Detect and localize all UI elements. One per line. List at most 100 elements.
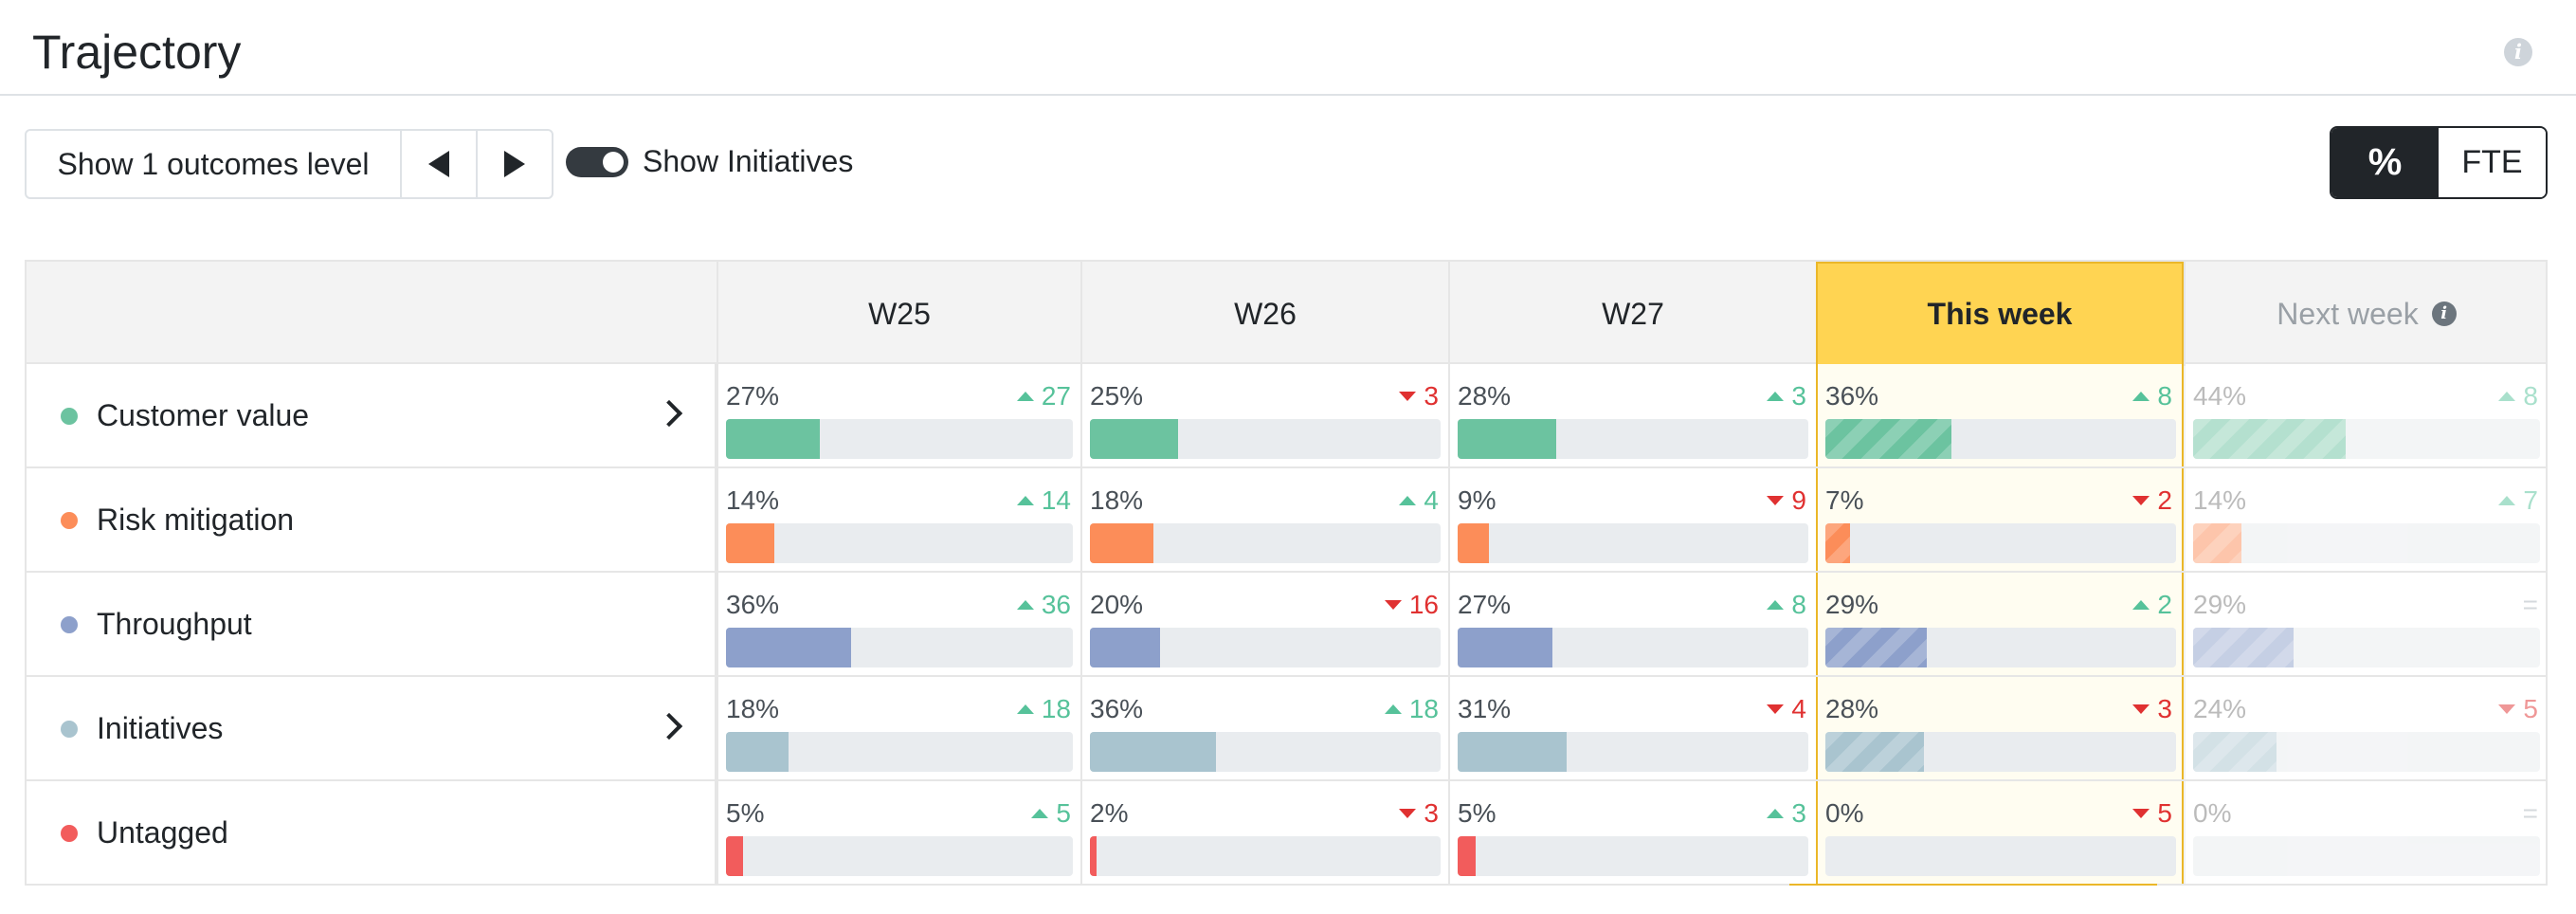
change-value: 16 xyxy=(1408,590,1439,619)
share-bar-fill xyxy=(726,628,851,667)
change-value: 2 xyxy=(2157,485,2172,515)
unit-switcher: % FTE xyxy=(2330,126,2548,199)
change-value: 3 xyxy=(1424,798,1439,828)
trend-down-icon xyxy=(1767,496,1785,505)
cell-next-week: 44% 8 xyxy=(2184,364,2548,466)
change-value: 18 xyxy=(1408,694,1439,723)
category-color-dot xyxy=(61,616,78,633)
share-percent: 18% xyxy=(726,694,780,723)
change-value: 8 xyxy=(2523,381,2538,411)
trend-up-icon xyxy=(1031,809,1049,818)
trend-up-icon xyxy=(1016,392,1034,401)
change-value: 4 xyxy=(1791,694,1806,723)
trajectory-table: W25 W26 W27 This week Next week i Custom… xyxy=(25,260,2548,886)
info-icon[interactable]: i xyxy=(2504,38,2532,66)
share-percent: 25% xyxy=(1090,381,1144,411)
share-percent: 27% xyxy=(726,381,780,411)
share-bar-fill xyxy=(726,732,789,772)
share-bar xyxy=(1090,419,1441,459)
share-bar-fill xyxy=(1090,628,1160,667)
outcomes-level-button[interactable]: Show 1 outcomes level xyxy=(57,146,370,181)
share-bar xyxy=(2193,523,2540,563)
share-percent: 5% xyxy=(726,798,765,828)
table-row-customer-value: Customer value 27% 27 25% 3 28% 3 36% 8 44% 8 xyxy=(25,364,2548,468)
share-bar xyxy=(1458,836,1808,876)
share-bar-fill xyxy=(2193,419,2346,459)
trend-down-icon xyxy=(2132,809,2150,818)
change-value: = xyxy=(2522,590,2538,619)
cell-this-week: 7% 2 xyxy=(1816,468,2184,571)
share-percent: 36% xyxy=(1825,381,1879,411)
share-bar xyxy=(1458,523,1808,563)
week-change: 5 xyxy=(1031,798,1071,829)
share-bar xyxy=(1458,628,1808,667)
share-percent: 36% xyxy=(1090,694,1144,723)
chevron-right-icon[interactable] xyxy=(655,712,683,740)
change-value: 3 xyxy=(1791,381,1806,411)
cell-w25: 14% 14 xyxy=(717,468,1080,571)
category-color-dot xyxy=(61,512,78,529)
panel-header: Trajectory i xyxy=(0,0,2576,96)
trend-up-icon xyxy=(1767,600,1785,610)
row-label-cell[interactable]: Initiatives xyxy=(27,677,717,779)
row-label: Customer value xyxy=(97,398,310,432)
next-level-button[interactable] xyxy=(476,131,552,197)
trend-up-icon xyxy=(1767,392,1785,401)
row-label-cell: Untagged xyxy=(27,781,717,884)
week-change: 5 xyxy=(2498,694,2538,724)
share-bar xyxy=(2193,836,2540,876)
row-label: Risk mitigation xyxy=(97,503,295,537)
change-value: 5 xyxy=(2157,798,2172,828)
week-change: 16 xyxy=(1384,590,1439,620)
share-bar-fill xyxy=(1825,732,1924,772)
share-bar xyxy=(726,732,1073,772)
week-change: 5 xyxy=(2132,798,2172,829)
share-bar xyxy=(726,628,1073,667)
share-bar xyxy=(726,419,1073,459)
cell-w26: 36% 18 xyxy=(1080,677,1448,779)
share-bar-fill xyxy=(1090,732,1216,772)
trend-up-icon xyxy=(1384,704,1402,714)
share-bar-fill xyxy=(1825,628,1927,667)
share-percent: 27% xyxy=(1458,590,1512,619)
week-change: 3 xyxy=(1767,381,1806,411)
show-initiatives-toggle[interactable] xyxy=(566,147,628,177)
category-color-dot xyxy=(61,408,78,425)
share-percent: 5% xyxy=(1458,798,1497,828)
change-value: 7 xyxy=(2523,485,2538,515)
chevron-right-icon[interactable] xyxy=(655,399,683,428)
share-percent: 7% xyxy=(1825,485,1864,515)
previous-level-button[interactable] xyxy=(400,131,476,197)
share-percent: 14% xyxy=(2193,485,2247,515)
table-header-row: W25 W26 W27 This week Next week i xyxy=(25,260,2548,366)
trend-down-icon xyxy=(2132,496,2150,505)
page-title: Trajectory xyxy=(32,26,242,79)
next-week-label: Next week xyxy=(2277,296,2419,331)
cell-w26: 2% 3 xyxy=(1080,781,1448,884)
change-value: 36 xyxy=(1041,590,1071,619)
toggle-knob xyxy=(603,152,624,173)
label-column-header xyxy=(27,262,717,366)
share-percent: 0% xyxy=(2193,798,2232,828)
row-label-cell: Risk mitigation xyxy=(27,468,717,571)
trend-up-icon xyxy=(2498,496,2516,505)
change-value: 2 xyxy=(2157,590,2172,619)
share-bar xyxy=(2193,628,2540,667)
cell-w25: 27% 27 xyxy=(717,364,1080,466)
share-percent: 44% xyxy=(2193,381,2247,411)
share-bar xyxy=(1825,836,2176,876)
share-percent: 2% xyxy=(1090,798,1129,828)
share-bar-fill xyxy=(1458,732,1567,772)
unit-fte-button[interactable]: FTE xyxy=(2439,128,2546,197)
caret-right-icon xyxy=(504,151,525,177)
info-icon[interactable]: i xyxy=(2431,302,2457,326)
cell-w25: 36% 36 xyxy=(717,573,1080,675)
row-label-cell[interactable]: Customer value xyxy=(27,364,717,466)
cell-w26: 20% 16 xyxy=(1080,573,1448,675)
column-header-w25: W25 xyxy=(717,262,1080,366)
unit-percent-button[interactable]: % xyxy=(2331,128,2439,197)
week-change: 8 xyxy=(1767,590,1806,620)
show-initiatives-label[interactable]: Show Initiatives xyxy=(643,144,854,178)
cell-w27: 27% 8 xyxy=(1448,573,1816,675)
table-row-untagged: Untagged 5% 5 2% 3 5% 3 0% 5 0% = xyxy=(25,781,2548,886)
